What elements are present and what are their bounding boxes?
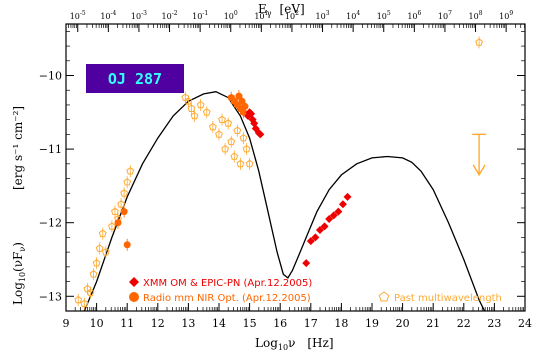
top-tick-label-base: 10 [407,12,417,21]
top-tick-label: 100 [224,10,238,21]
top-tick-label-exp: 0 [234,10,238,17]
y-axis-title-close: ) [11,242,25,247]
legend-marker-circle [129,292,139,302]
top-axis-title: Eγ [eV] [258,2,305,18]
top-tick-label-base: 10 [438,12,448,21]
top-tick-label: 107 [438,10,452,21]
legend-label: Radio mm NIR Opt. (Apr.12.2005) [143,293,311,304]
y-axis-title-left: Log10(νFν) [11,242,27,305]
top-tick-label-base: 10 [162,12,172,21]
x-axis-title-base: Log [255,336,278,350]
top-tick-label: 10-1 [192,10,208,21]
top-tick-label: 108 [469,10,483,21]
top-tick-label: 10-2 [162,10,178,21]
top-tick-label-exp: 3 [326,10,330,17]
x-tick-label: 19 [365,317,379,330]
x-tick-label: 20 [396,317,410,330]
legend-label: Past multiwavelength [394,293,502,304]
x-tick-label: 15 [243,317,257,330]
y-axis-title-base: Log [11,282,25,305]
top-tick-label-exp: 5 [387,10,391,17]
top-axis-title-base: E [258,2,267,16]
top-tick-label-exp: 8 [479,10,483,17]
x-tick-label: 16 [273,317,287,330]
top-tick-label-base: 10 [224,12,234,21]
data-point-diamond [344,193,352,201]
data-point-diamond [339,200,347,208]
top-tick-label: 10-3 [131,10,147,21]
top-tick-label-base: 10 [377,12,387,21]
legend-marker-diamond [129,277,139,287]
x-tick-label: 24 [518,317,532,330]
top-tick-label-exp: 7 [448,10,452,17]
top-tick-label: 109 [499,10,513,21]
top-tick-label-exp: -1 [202,10,208,17]
x-tick-label: 23 [487,317,501,330]
top-tick-label: 10-5 [70,10,86,21]
top-tick-label-base: 10 [316,12,326,21]
top-tick-label: 104 [346,10,360,21]
top-tick-label: 103 [316,10,330,21]
top-tick-label-base: 10 [100,12,110,21]
top-tick-label-exp: -2 [172,10,178,17]
object-label-text: OJ 287 [108,70,162,88]
data-point-circle [242,103,249,110]
x-axis-title-unit: [Hz] [307,336,333,350]
data-point-diamond [302,259,310,267]
top-tick-label-exp: 9 [509,10,513,17]
x-tick-label: 17 [304,317,318,330]
legend: XMM OM & EPIC-PN (Apr.12.2005) Radio mm N… [129,277,502,304]
y-tick-label: −11 [39,143,62,156]
data-point-circle [121,208,128,215]
object-label: OJ 287 [86,64,184,93]
data-point-circle [124,241,131,248]
top-tick-label: 105 [377,10,391,21]
top-tick-label-exp: -4 [111,10,117,17]
y-axis-title-rest: (νF [11,252,25,272]
top-axis-title-sub: γ [267,9,272,18]
top-tick-label: 106 [407,10,421,21]
top-tick-label-exp: -5 [80,10,86,17]
top-tick-label-base: 10 [346,12,356,21]
x-axis-title-var: ν [288,336,295,350]
top-tick-label-exp: 4 [356,10,360,17]
x-tick-label: 22 [457,317,471,330]
data-point-circle [115,219,122,226]
top-axis-title-unit: [eV] [280,2,305,16]
x-tick-label: 12 [151,317,165,330]
top-tick-label-base: 10 [499,12,509,21]
y-tick-label: −12 [39,217,62,230]
y-axis-title-units: [erg s⁻¹ cm⁻²] [11,106,25,190]
x-tick-label: 18 [334,317,348,330]
x-axis-title: Log10ν [Hz] [255,336,334,352]
top-tick-label-base: 10 [192,12,202,21]
top-tick-label-base: 10 [70,12,80,21]
top-tick-label-exp: 6 [418,10,422,17]
x-tick-label: 11 [120,317,134,330]
x-axis-title-sub: 10 [278,343,288,352]
top-tick-label-exp: -3 [141,10,147,17]
top-tick-label: 10-4 [100,10,116,21]
x-tick-label: 13 [181,317,195,330]
x-tick-label: 9 [63,317,70,330]
y-tick-label: −10 [39,70,62,83]
x-tick-label: 14 [212,317,226,330]
legend-marker-pentagon [379,292,389,301]
legend-label: XMM OM & EPIC-PN (Apr.12.2005) [143,278,312,289]
x-tick-label: 10 [90,317,104,330]
y-axis-title-sub: 10 [18,272,27,282]
bottom-axis: 9 10 11 12 13 14 15 16 17 18 19 20 21 22 23 24 [63,303,533,330]
y-tick-label: −13 [39,290,62,303]
top-tick-label-base: 10 [131,12,141,21]
top-tick-label-base: 10 [469,12,479,21]
x-tick-label: 21 [426,317,440,330]
